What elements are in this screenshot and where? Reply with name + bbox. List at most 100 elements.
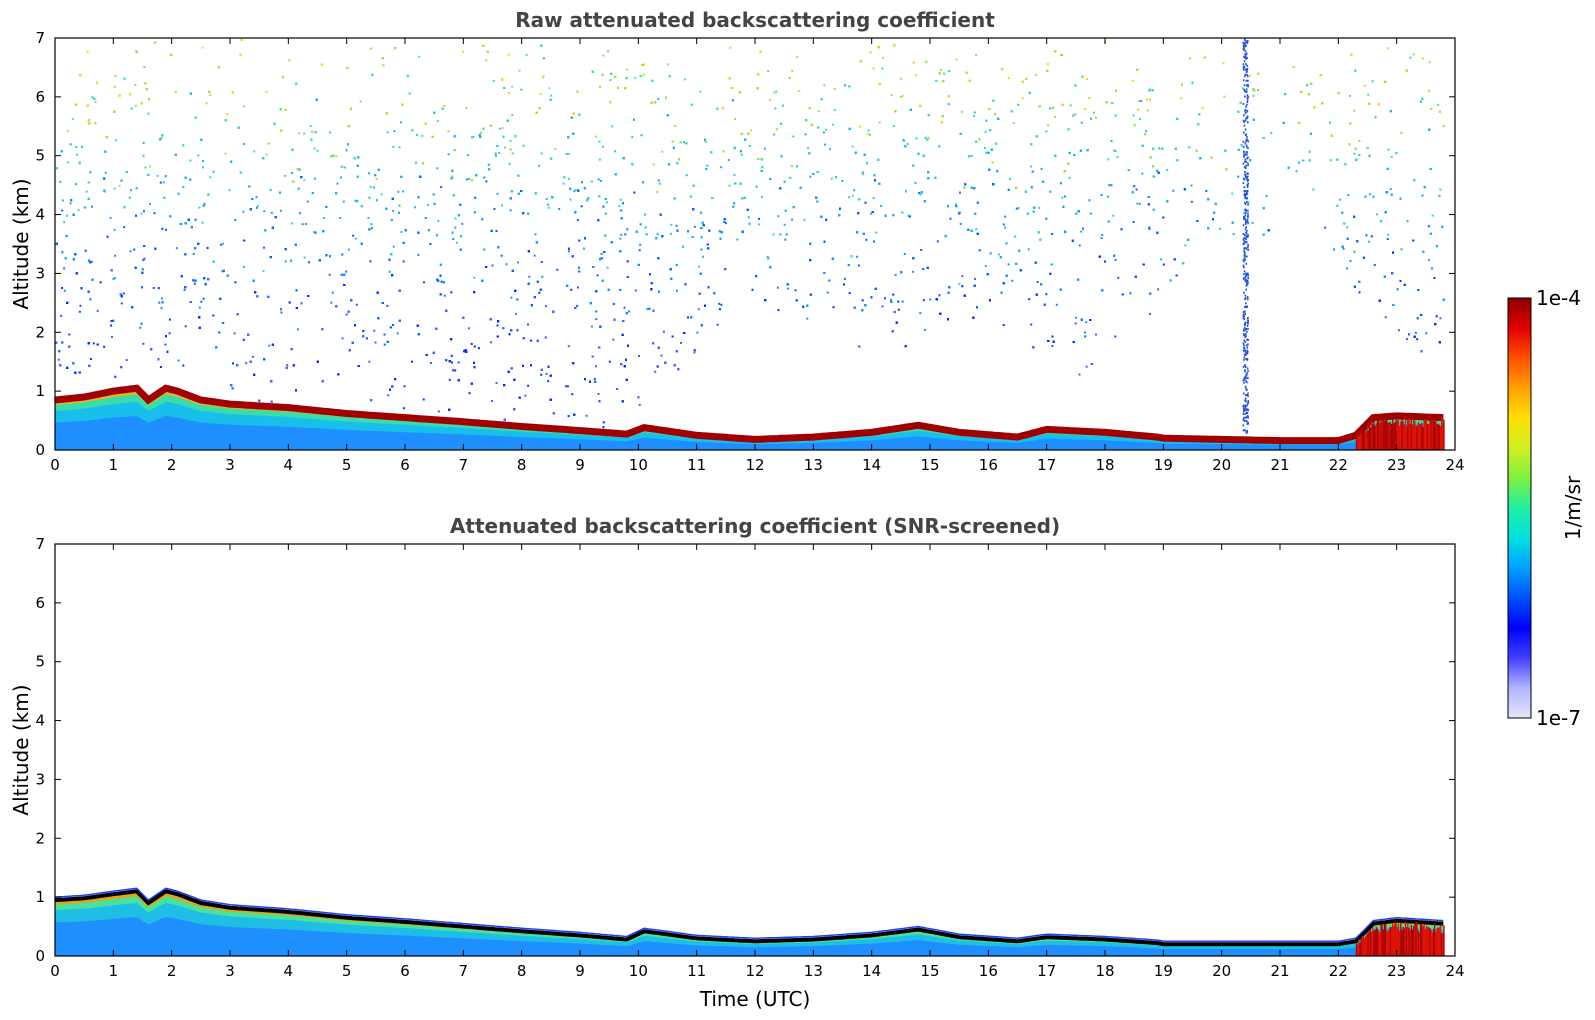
backscatter-speckle [472, 136, 475, 138]
backscatter-speckle [567, 415, 570, 418]
backscatter-speckle [601, 145, 604, 148]
backscatter-speckle [383, 333, 386, 336]
backscatter-speckle [268, 344, 271, 347]
backscatter-speckle [558, 207, 561, 210]
backscatter-speckle [96, 309, 99, 312]
backscatter-speckle [1140, 99, 1143, 102]
backscatter-speckle [1072, 114, 1075, 117]
late-day-aerosol-column [1443, 419, 1445, 450]
backscatter-speckle [1389, 187, 1392, 190]
backscatter-speckle [78, 310, 81, 313]
backscatter-speckle [1074, 84, 1077, 87]
backscatter-speckle [1113, 149, 1115, 152]
backscatter-speckle [547, 203, 550, 206]
backscatter-speckle [1368, 193, 1371, 196]
backscatter-speckle [833, 87, 836, 90]
backscatter-speckle [1349, 260, 1352, 263]
backscatter-speckle [284, 174, 287, 177]
backscatter-speckle [554, 147, 557, 150]
backscatter-speckle [501, 127, 504, 130]
backscatter-speckle [162, 181, 165, 184]
backscatter-speckle [920, 249, 923, 251]
backscatter-speckle [1148, 312, 1151, 315]
backscatter-speckle [685, 174, 688, 177]
backscatter-speckle [724, 222, 727, 225]
backscatter-speckle [600, 252, 603, 255]
late-day-aerosol-column [1430, 420, 1432, 450]
backscatter-speckle [848, 196, 851, 199]
backscatter-speckle [547, 380, 550, 383]
backscatter-speckle [984, 146, 986, 149]
backscatter-speckle [658, 182, 661, 185]
backscatter-speckle [1333, 248, 1335, 251]
backscatter-speckle [548, 87, 551, 90]
backscatter-speckle [611, 125, 614, 128]
backscatter-speckle [524, 394, 527, 397]
backscatter-speckle [1051, 335, 1054, 338]
backscatter-speckle [109, 217, 112, 219]
backscatter-speckle [791, 69, 794, 72]
backscatter-speckle [113, 187, 116, 190]
late-day-aerosol-column [1362, 429, 1365, 450]
backscatter-speckle [1074, 316, 1077, 319]
late-day-aerosol-column [1375, 423, 1377, 450]
backscatter-speckle [598, 140, 601, 143]
backscatter-speckle [367, 217, 370, 220]
backscatter-speckle [301, 223, 304, 226]
late-day-aerosol-column [1406, 426, 1408, 450]
backscatter-speckle [1442, 125, 1445, 127]
backscatter-speckle [255, 206, 258, 209]
backscatter-speckle [661, 150, 664, 153]
backscatter-speckle [918, 192, 921, 195]
backscatter-speckle [136, 51, 139, 54]
backscatter-speckle [825, 128, 827, 131]
backscatter-speckle [776, 286, 779, 289]
backscatter-speckle [880, 205, 883, 207]
backscatter-speckle [718, 308, 721, 311]
backscatter-speckle [265, 153, 268, 156]
backscatter-speckle [527, 323, 529, 326]
late-day-aerosol-column [1387, 422, 1389, 450]
backscatter-speckle [954, 203, 957, 206]
late-day-aerosol-column [1382, 419, 1384, 450]
backscatter-speckle [758, 217, 761, 220]
backscatter-speckle [779, 233, 782, 236]
backscatter-speckle [1439, 317, 1442, 320]
backscatter-speckle [139, 326, 142, 329]
backscatter-speckle [1406, 338, 1408, 341]
panel-title-raw: Raw attenuated backscattering coefficien… [515, 8, 995, 32]
late-day-aerosol-column [1418, 423, 1421, 450]
backscatter-speckle [960, 110, 963, 113]
backscatter-speckle [1116, 156, 1119, 159]
backscatter-speckle [451, 361, 453, 364]
backscatter-speckle [142, 141, 145, 144]
backscatter-speckle [1431, 214, 1434, 217]
backscatter-speckle [826, 291, 829, 294]
backscatter-speckle [760, 195, 763, 198]
backscatter-speckle [313, 147, 316, 150]
backscatter-speckle [113, 228, 116, 231]
backscatter-speckle [504, 146, 507, 149]
backscatter-speckle [763, 147, 766, 150]
backscatter-speckle [184, 325, 187, 328]
late-day-aerosol-column [1360, 432, 1362, 450]
backscatter-speckle [1324, 226, 1327, 229]
backscatter-speckle [370, 47, 373, 50]
backscatter-speckle [644, 213, 647, 216]
backscatter-speckle [1085, 78, 1088, 81]
backscatter-speckle [1249, 74, 1252, 77]
backscatter-speckle [392, 209, 395, 212]
backscatter-speckle [437, 220, 440, 222]
backscatter-speckle [634, 289, 637, 292]
backscatter-speckle [1054, 115, 1056, 118]
backscatter-speckle [540, 373, 543, 376]
backscatter-speckle [961, 275, 964, 278]
backscatter-speckle [777, 215, 780, 218]
backscatter-speckle [903, 253, 906, 255]
backscatter-speckle [85, 190, 88, 193]
late-day-aerosol-column [1396, 420, 1398, 450]
backscatter-speckle [192, 253, 195, 255]
backscatter-speckle [63, 289, 66, 292]
backscatter-speckle [1138, 202, 1141, 205]
backscatter-speckle [1219, 227, 1221, 230]
